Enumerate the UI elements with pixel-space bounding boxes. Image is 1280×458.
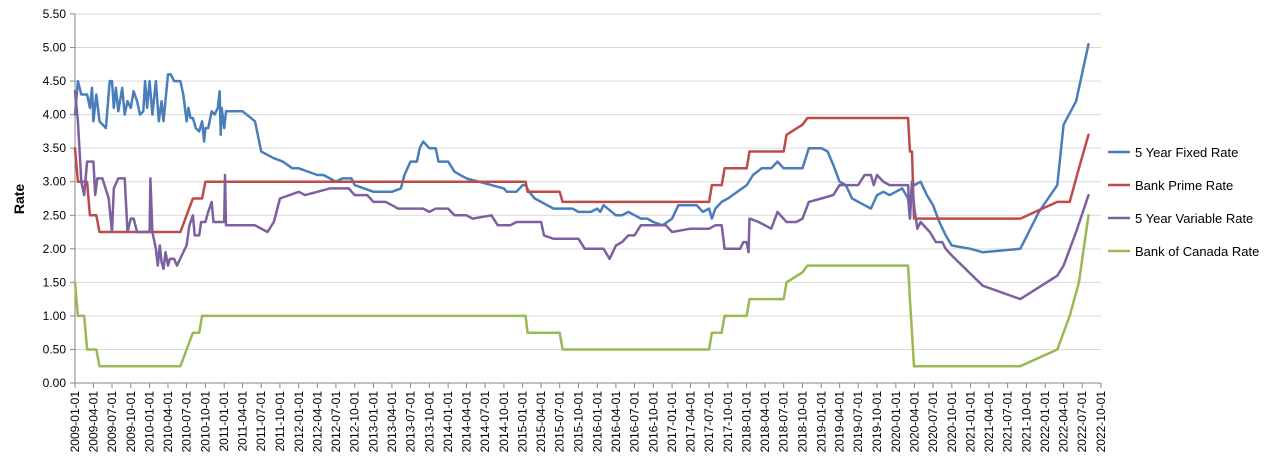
x-tick-label: 2021-04-01 <box>982 391 996 453</box>
x-tick-label: 2013-01-01 <box>367 391 381 453</box>
legend: 5 Year Fixed Rate Bank Prime Rate 5 Year V… <box>1108 145 1259 259</box>
x-tick-label: 2016-07-01 <box>627 391 641 453</box>
x-tick-label: 2012-04-01 <box>310 391 324 453</box>
y-tick-label: 1.00 <box>43 309 67 323</box>
series-lines <box>73 42 1090 368</box>
x-tick-label: 2012-01-01 <box>292 391 306 453</box>
x-tick-label: 2011-07-01 <box>254 391 268 452</box>
x-tick-label: 2011-01-01 <box>217 391 231 452</box>
x-tick-label: 2017-01-01 <box>665 391 679 453</box>
x-tick-label: 2017-07-01 <box>702 391 716 453</box>
y-tick-label: 0.50 <box>43 342 67 356</box>
x-tick-label: 2009-01-01 <box>68 391 82 453</box>
y-axis-ticks: 0.00 0.50 1.00 1.50 2.00 2.50 3.00 3.50 4.00 4.50… <box>43 7 75 390</box>
x-tick-label: 2012-10-01 <box>348 391 362 453</box>
x-tick-label: 2017-10-01 <box>721 391 735 453</box>
y-tick-label: 1.50 <box>43 275 67 289</box>
y-axis-label: Rate <box>11 184 27 215</box>
x-tick-label: 2015-10-01 <box>571 391 585 453</box>
x-tick-label: 2015-07-01 <box>553 391 567 453</box>
x-tick-label: 2021-07-01 <box>1001 391 1015 453</box>
y-tick-label: 2.00 <box>43 242 67 256</box>
x-tick-label: 2010-04-01 <box>161 391 175 453</box>
x-tick-label: 2016-04-01 <box>609 391 623 453</box>
x-tick-label: 2018-07-01 <box>777 391 791 453</box>
x-tick-label: 2009-04-01 <box>86 391 100 453</box>
y-tick-label: 5.50 <box>43 7 67 21</box>
x-axis-ticks: 2009-01-01 2009-04-01 2009-07-01 2009-10-01… <box>68 383 1108 452</box>
x-tick-label: 2019-04-01 <box>833 391 847 453</box>
x-tick-label: 2021-10-01 <box>1019 391 1033 453</box>
y-tick-label: 3.00 <box>43 175 67 189</box>
y-tick-label: 0.00 <box>43 376 67 390</box>
x-tick-label: 2017-04-01 <box>683 391 697 453</box>
x-tick-label: 2014-07-01 <box>478 391 492 453</box>
legend-label: 5 Year Variable Rate <box>1135 211 1253 226</box>
legend-label: Bank of Canada Rate <box>1135 244 1259 259</box>
y-tick-label: 2.50 <box>43 208 67 222</box>
x-tick-label: 2009-07-01 <box>105 391 119 453</box>
x-tick-label: 2014-04-01 <box>460 391 474 453</box>
x-tick-label: 2013-04-01 <box>385 391 399 453</box>
x-tick-label: 2020-10-01 <box>945 391 959 453</box>
x-tick-label: 2013-10-01 <box>422 391 436 453</box>
series-line-5-year-variable-rate <box>73 89 1090 301</box>
x-tick-label: 2014-01-01 <box>441 391 455 453</box>
x-tick-label: 2016-10-01 <box>646 391 660 453</box>
legend-label: Bank Prime Rate <box>1135 178 1233 193</box>
x-tick-label: 2015-04-01 <box>534 391 548 453</box>
series-line-bank-of-canada-rate <box>73 214 1090 368</box>
y-tick-label: 3.50 <box>43 141 67 155</box>
x-tick-label: 2016-01-01 <box>590 391 604 453</box>
x-tick-label: 2012-07-01 <box>329 391 343 453</box>
x-tick-label: 2014-10-01 <box>497 391 511 453</box>
x-tick-label: 2020-04-01 <box>907 391 921 453</box>
x-tick-label: 2009-10-01 <box>124 391 138 453</box>
x-tick-label: 2022-01-01 <box>1038 391 1052 453</box>
x-tick-label: 2022-07-01 <box>1075 391 1089 453</box>
y-tick-label: 4.50 <box>43 74 67 88</box>
x-tick-label: 2022-04-01 <box>1057 391 1071 453</box>
x-tick-label: 2010-07-01 <box>180 391 194 453</box>
x-tick-label: 2010-01-01 <box>143 391 157 453</box>
x-tick-label: 2011-04-01 <box>236 391 250 452</box>
x-tick-label: 2019-10-01 <box>870 391 884 453</box>
x-tick-label: 2020-01-01 <box>889 391 903 453</box>
x-tick-label: 2011-10-01 <box>273 391 287 452</box>
x-tick-label: 2018-04-01 <box>758 391 772 453</box>
y-tick-label: 4.00 <box>43 108 67 122</box>
x-tick-label: 2022-10-01 <box>1094 391 1108 453</box>
x-tick-label: 2018-01-01 <box>740 391 754 453</box>
x-tick-label: 2015-01-01 <box>516 391 530 453</box>
x-tick-label: 2018-10-01 <box>795 391 809 453</box>
x-tick-label: 2010-10-01 <box>198 391 212 453</box>
x-tick-label: 2013-07-01 <box>404 391 418 453</box>
x-tick-label: 2020-07-01 <box>926 391 940 453</box>
x-tick-label: 2021-01-01 <box>964 391 978 453</box>
x-tick-label: 2019-07-01 <box>851 391 865 453</box>
y-tick-label: 5.00 <box>43 41 67 55</box>
x-tick-label: 2019-01-01 <box>814 391 828 453</box>
legend-label: 5 Year Fixed Rate <box>1135 145 1238 160</box>
